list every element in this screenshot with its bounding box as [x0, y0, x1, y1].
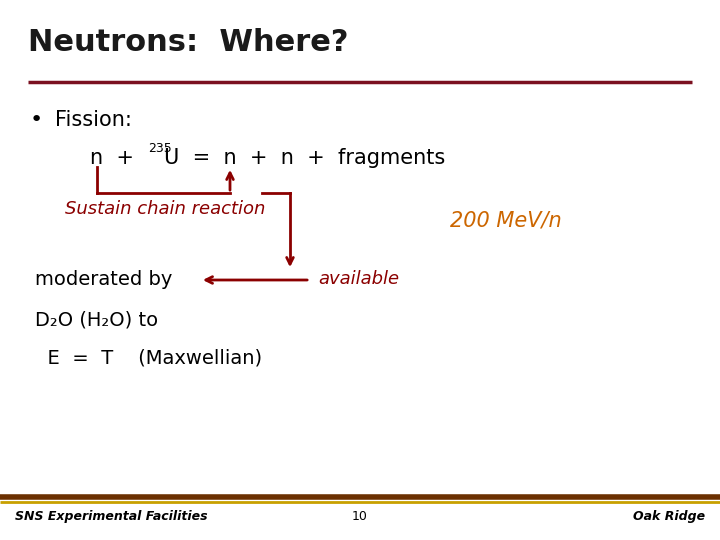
Text: Neutrons:  Where?: Neutrons: Where? [28, 28, 348, 57]
Text: Fission:: Fission: [55, 110, 132, 130]
Text: E  =  T    (Maxwellian): E = T (Maxwellian) [35, 348, 262, 367]
Text: 200 MeV/n: 200 MeV/n [450, 210, 562, 230]
Text: Oak Ridge: Oak Ridge [633, 510, 705, 523]
Text: n  +: n + [90, 148, 148, 168]
Text: SNS Experimental Facilities: SNS Experimental Facilities [15, 510, 207, 523]
Text: Sustain chain reaction: Sustain chain reaction [65, 200, 266, 218]
Text: D₂O (H₂O) to: D₂O (H₂O) to [35, 310, 158, 329]
Text: 10: 10 [352, 510, 368, 523]
Text: 235: 235 [148, 142, 172, 155]
Text: •: • [30, 110, 43, 130]
Text: U  =  n  +  n  +  fragments: U = n + n + fragments [164, 148, 445, 168]
Text: moderated by: moderated by [35, 270, 172, 289]
Text: available: available [318, 270, 399, 288]
